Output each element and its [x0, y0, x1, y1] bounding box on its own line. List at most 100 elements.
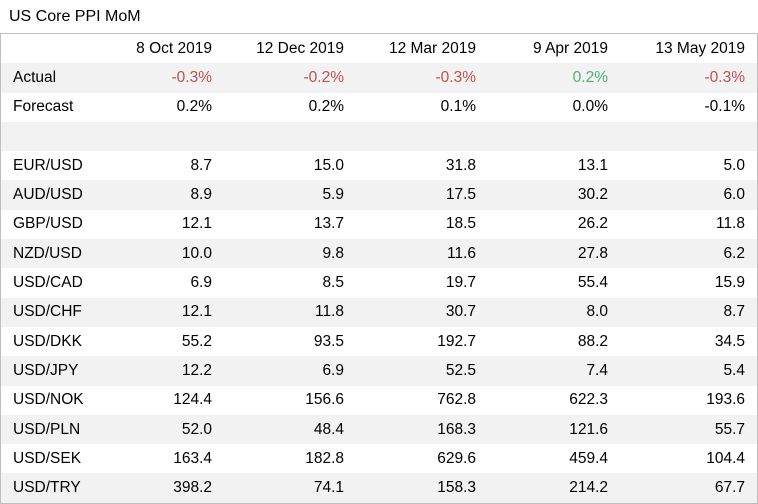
forecast-cell: 0.1%	[440, 98, 476, 116]
forecast-cell: 0.0%	[572, 98, 608, 116]
pair-value-cell: 74.1	[224, 473, 356, 503]
pair-label: EUR/USD	[13, 156, 83, 174]
pair-value-cell: 762.8	[437, 391, 476, 409]
row-label: Forecast	[13, 98, 74, 116]
data-table-container: 8 Oct 2019 12 Dec 2019 12 Mar 2019 9 Apr…	[0, 33, 758, 504]
pair-value-cell: 11.6	[356, 239, 488, 269]
pair-value-cell: 34.5	[714, 332, 745, 350]
date-header: 8 Oct 2019	[136, 39, 212, 57]
actual-cell: -0.3%	[620, 63, 757, 93]
pair-value-cell: 27.8	[488, 239, 620, 269]
pair-value-cell: 6.0	[620, 180, 757, 210]
pair-value-cell: 398.2	[99, 473, 224, 503]
pair-value-cell: 5.0	[723, 156, 745, 174]
pair-label: USD/TRY	[1, 473, 99, 503]
pair-value-cell: 459.4	[569, 449, 608, 467]
pair-label: USD/CHF	[1, 297, 99, 327]
pair-value-cell: 11.8	[715, 215, 745, 233]
pair-value-cell: 6.2	[620, 239, 757, 269]
forecast-cell: 0.2%	[308, 98, 344, 116]
pair-value-cell: 17.5	[356, 180, 488, 210]
pair-value-cell: 67.7	[620, 473, 757, 503]
pair-value-cell: 7.4	[488, 356, 620, 386]
pair-value-cell: 11.8	[224, 297, 356, 327]
pair-value-cell: 13.7	[313, 215, 344, 233]
pair-row: USD/PLN 52.0 48.4 168.3 121.6 55.7	[1, 414, 757, 445]
pair-value-cell: 55.7	[620, 414, 757, 445]
pair-value-cell: 182.8	[305, 449, 344, 467]
pair-value-cell: 8.7	[620, 297, 757, 327]
pair-row: USD/CHF 12.1 11.8 30.7 8.0 8.7	[1, 297, 757, 327]
pair-value-cell: 124.4	[173, 391, 212, 409]
date-header: 13 May 2019	[655, 39, 745, 57]
actual-cell: -0.3%	[99, 63, 224, 93]
pair-value-cell: 26.2	[577, 215, 608, 233]
spacer-cell	[1, 121, 757, 152]
pair-value-cell: 48.4	[224, 414, 356, 445]
pair-row: AUD/USD 8.9 5.9 17.5 30.2 6.0	[1, 180, 757, 210]
pair-value-cell: 12.1	[181, 215, 212, 233]
pair-row: EUR/USD 8.7 15.0 31.8 13.1 5.0	[1, 151, 757, 180]
pair-value-cell: 193.6	[706, 391, 745, 409]
pair-value-cell: 52.0	[99, 414, 224, 445]
pair-label: GBP/USD	[13, 215, 83, 233]
pair-value-cell: 18.5	[445, 215, 476, 233]
pair-row: USD/DKK 55.2 93.5 192.7 88.2 34.5	[1, 327, 757, 356]
actual-row: Actual -0.3% -0.2% -0.3% 0.2% -0.3%	[1, 63, 757, 93]
pair-value-cell: 12.1	[99, 297, 224, 327]
pair-value-cell: 8.9	[99, 180, 224, 210]
pair-value-cell: 121.6	[488, 414, 620, 445]
pair-label: USD/SEK	[13, 449, 82, 467]
pair-row: USD/JPY 12.2 6.9 52.5 7.4 5.4	[1, 356, 757, 386]
date-header: 9 Apr 2019	[533, 39, 608, 57]
pair-value-cell: 30.7	[356, 297, 488, 327]
actual-cell: -0.3%	[356, 63, 488, 93]
pair-value-cell: 5.9	[224, 180, 356, 210]
actual-cell: -0.2%	[224, 63, 356, 93]
pair-value-cell: 31.8	[445, 156, 476, 174]
pair-value-cell: 55.4	[577, 274, 608, 292]
table-title: US Core PPI MoM	[9, 8, 141, 25]
ppi-reaction-table: 8 Oct 2019 12 Dec 2019 12 Mar 2019 9 Apr…	[1, 34, 757, 503]
pair-value-cell: 13.1	[577, 156, 608, 174]
date-header: 12 Mar 2019	[388, 39, 476, 57]
pair-value-cell: 15.0	[313, 156, 344, 174]
pair-value-cell: 30.2	[488, 180, 620, 210]
pair-label: NZD/USD	[1, 239, 99, 269]
forecast-row: Forecast 0.2% 0.2% 0.1% 0.0% -0.1%	[1, 93, 757, 122]
pair-value-cell: 156.6	[305, 391, 344, 409]
pair-label: USD/DKK	[13, 332, 82, 350]
spacer-row	[1, 121, 757, 152]
pair-value-cell: 168.3	[356, 414, 488, 445]
forecast-cell: 0.2%	[176, 98, 212, 116]
pair-row: USD/NOK 124.4 156.6 762.8 622.3 193.6	[1, 386, 757, 415]
pair-value-cell: 6.9	[224, 356, 356, 386]
pair-value-cell: 52.5	[356, 356, 488, 386]
pair-value-cell: 88.2	[577, 332, 608, 350]
pair-value-cell: 55.2	[181, 332, 212, 350]
pair-row: NZD/USD 10.0 9.8 11.6 27.8 6.2	[1, 239, 757, 269]
header-row: 8 Oct 2019 12 Dec 2019 12 Mar 2019 9 Apr…	[1, 34, 757, 63]
pair-row: USD/SEK 163.4 182.8 629.6 459.4 104.4	[1, 444, 757, 473]
pair-value-cell: 8.5	[322, 274, 344, 292]
pair-value-cell: 192.7	[437, 332, 476, 350]
pair-row: USD/CAD 6.9 8.5 19.7 55.4 15.9	[1, 268, 757, 297]
pair-value-cell: 12.2	[99, 356, 224, 386]
row-label: Actual	[1, 63, 99, 93]
header-corner	[1, 34, 99, 63]
pair-value-cell: 10.0	[99, 239, 224, 269]
forecast-cell: -0.1%	[704, 98, 746, 116]
pair-label: USD/JPY	[1, 356, 99, 386]
pair-label: USD/CAD	[13, 274, 83, 292]
pair-value-cell: 6.9	[190, 274, 212, 292]
pair-value-cell: 158.3	[356, 473, 488, 503]
pair-value-cell: 5.4	[620, 356, 757, 386]
pair-label: USD/PLN	[1, 414, 99, 445]
pair-value-cell: 19.7	[445, 274, 476, 292]
pair-value-cell: 629.6	[437, 449, 476, 467]
pair-value-cell: 8.0	[488, 297, 620, 327]
pair-value-cell: 214.2	[488, 473, 620, 503]
pair-value-cell: 9.8	[224, 239, 356, 269]
date-header: 12 Dec 2019	[256, 39, 344, 57]
pair-row: GBP/USD 12.1 13.7 18.5 26.2 11.8	[1, 210, 757, 239]
